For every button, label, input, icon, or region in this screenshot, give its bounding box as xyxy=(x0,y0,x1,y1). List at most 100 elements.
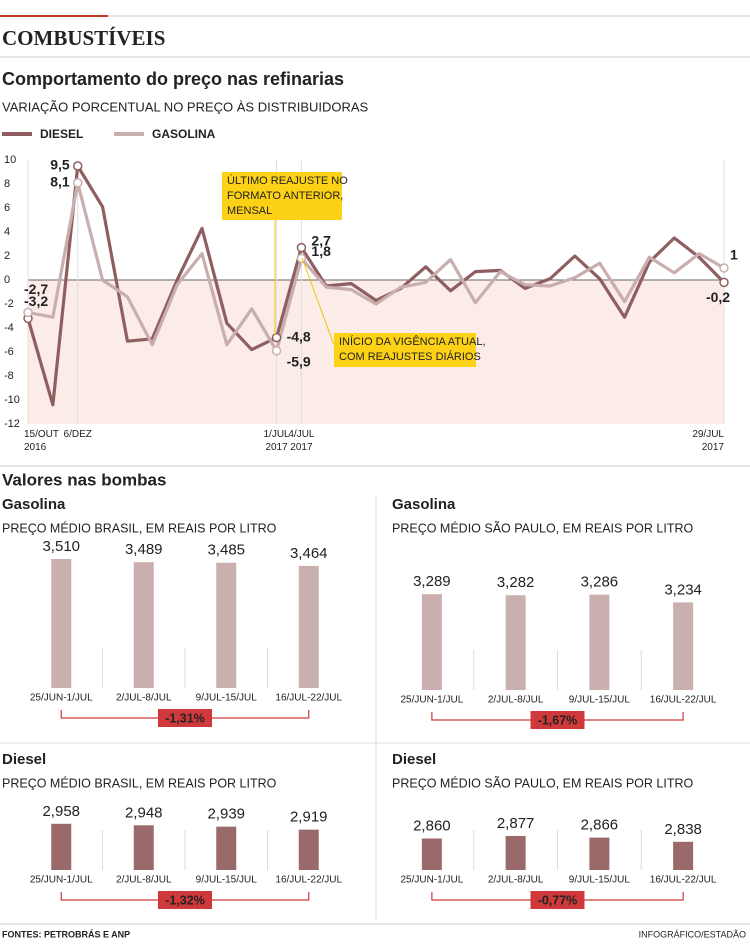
data-label: 1,8 xyxy=(311,243,331,259)
change-badge xyxy=(158,709,212,727)
y-tick-label: 6 xyxy=(4,202,10,214)
data-label: -4,8 xyxy=(287,328,311,344)
credit: INFOGRÁFICO/ESTADÃO xyxy=(639,929,746,939)
series-line xyxy=(27,181,725,353)
x-tick-line: 15/OUT xyxy=(24,429,59,440)
bar xyxy=(216,826,237,870)
value-label: 3,234 xyxy=(664,581,702,598)
value-label: 2,838 xyxy=(664,821,702,838)
y-tick-label: -6 xyxy=(4,346,14,358)
category-label: 9/JUL-15/JUL xyxy=(196,875,258,886)
bar xyxy=(589,837,610,870)
category-label: 2/JUL-8/JUL xyxy=(116,875,172,886)
y-tick-label: 8 xyxy=(4,178,10,190)
y-tick-label: -2 xyxy=(4,298,14,310)
data-label: -0,2 xyxy=(706,289,730,305)
change-label: -1,32% xyxy=(165,893,205,907)
panel-subtitle: PREÇO MÉDIO BRASIL, EM REAIS POR LITRO xyxy=(2,520,277,535)
x-tick-line: 1/JUL xyxy=(264,429,291,440)
bar xyxy=(216,562,237,688)
bar xyxy=(421,838,442,870)
section-title: COMBUSTÍVEIS xyxy=(2,26,165,50)
category-label: 9/JUL-15/JUL xyxy=(569,875,631,886)
data-label: 9,5 xyxy=(50,157,70,173)
point-marker xyxy=(296,242,307,253)
panel-subtitle: PREÇO MÉDIO SÃO PAULO, EM REAIS POR LITR… xyxy=(392,520,693,535)
data-label: -3,2 xyxy=(24,293,48,309)
x-tick-label: 4/JUL 2017 xyxy=(288,429,315,453)
point-marker xyxy=(271,346,282,356)
change-badge xyxy=(158,891,212,909)
category-label: 16/JUL-22/JUL xyxy=(275,875,342,886)
y-tick-label: -12 xyxy=(4,418,20,430)
data-label: -5,9 xyxy=(287,354,311,370)
y-tick-label: -10 xyxy=(4,394,20,406)
x-tick-line: 6/DEZ xyxy=(64,429,92,440)
change-badge xyxy=(530,711,585,729)
value-label: 2,939 xyxy=(207,806,245,823)
category-label: 25/JUN-1/JUL xyxy=(30,693,93,704)
y-tick-label: 4 xyxy=(4,226,10,238)
source: FONTES: PETROBRÁS E ANP xyxy=(2,929,130,939)
value-label: 3,489 xyxy=(125,541,163,558)
value-label: 3,485 xyxy=(207,542,245,559)
bar xyxy=(51,823,72,870)
value-label: 3,282 xyxy=(497,574,535,591)
category-label: 2/JUL-8/JUL xyxy=(116,693,172,704)
panel-title: Gasolina xyxy=(392,496,456,513)
x-tick-label: 15/OUT 2016 xyxy=(24,429,59,453)
point-marker xyxy=(271,332,282,343)
x-tick-line: 2017 xyxy=(702,442,725,453)
bar xyxy=(133,562,154,688)
y-tick-label: 2 xyxy=(4,250,10,262)
x-tick-line: 4/JUL xyxy=(288,429,315,440)
value-label: 2,866 xyxy=(581,817,619,834)
bar xyxy=(133,825,154,870)
category-label: 16/JUL-22/JUL xyxy=(650,875,717,886)
category-label: 25/JUN-1/JUL xyxy=(400,875,463,886)
category-label: 9/JUL-15/JUL xyxy=(569,695,631,706)
value-label: 2,877 xyxy=(497,815,535,832)
value-label: 2,948 xyxy=(125,804,163,821)
panel-subtitle: PREÇO MÉDIO BRASIL, EM REAIS POR LITRO xyxy=(2,775,277,790)
bar xyxy=(51,559,72,688)
category-label: 25/JUN-1/JUL xyxy=(400,695,463,706)
annotation-text: COM REAJUSTES DIÁRIOS xyxy=(339,350,481,363)
annotation-box xyxy=(222,172,342,220)
value-label: 3,464 xyxy=(290,545,328,562)
legend-label: DIESEL xyxy=(40,127,83,141)
point-marker xyxy=(72,178,83,188)
annotation-text: MENSAL xyxy=(227,205,272,217)
y-tick-label: 10 xyxy=(4,154,16,166)
category-label: 2/JUL-8/JUL xyxy=(488,875,544,886)
value-label: 2,958 xyxy=(42,803,80,820)
panel-title: Gasolina xyxy=(2,496,66,513)
value-label: 3,289 xyxy=(413,573,451,590)
data-label: 1 xyxy=(730,247,738,263)
legend-label: GASOLINA xyxy=(152,127,216,141)
change-label: -1,67% xyxy=(538,713,578,727)
change-label: -1,31% xyxy=(165,711,205,725)
value-label: 2,919 xyxy=(290,809,328,826)
bar xyxy=(673,841,694,870)
point-marker xyxy=(719,277,729,288)
panel-title: Diesel xyxy=(2,751,46,768)
annotation-box xyxy=(334,333,476,367)
category-label: 16/JUL-22/JUL xyxy=(650,695,717,706)
x-tick-label: 1/JUL 2017 xyxy=(264,429,291,453)
bar xyxy=(505,595,526,690)
chart-title: Comportamento do preço nas refinarias xyxy=(2,69,344,89)
bar xyxy=(589,594,610,690)
y-tick-label: -8 xyxy=(4,370,14,382)
point-marker xyxy=(72,161,83,171)
change-badge xyxy=(530,891,585,909)
chart-subtitle: VARIAÇÃO PORCENTUAL NO PREÇO ÀS DISTRIBU… xyxy=(2,99,369,114)
point-marker xyxy=(23,307,33,318)
x-tick-label: 29/JUL 2017 xyxy=(692,429,724,453)
data-label: 8,1 xyxy=(50,174,70,190)
series-line xyxy=(26,164,726,407)
panel-subtitle: PREÇO MÉDIO SÃO PAULO, EM REAIS POR LITR… xyxy=(392,775,693,790)
annotation-text: ÚLTIMO REAJUSTE NO xyxy=(227,174,348,187)
data-label: 2,7 xyxy=(311,232,331,248)
